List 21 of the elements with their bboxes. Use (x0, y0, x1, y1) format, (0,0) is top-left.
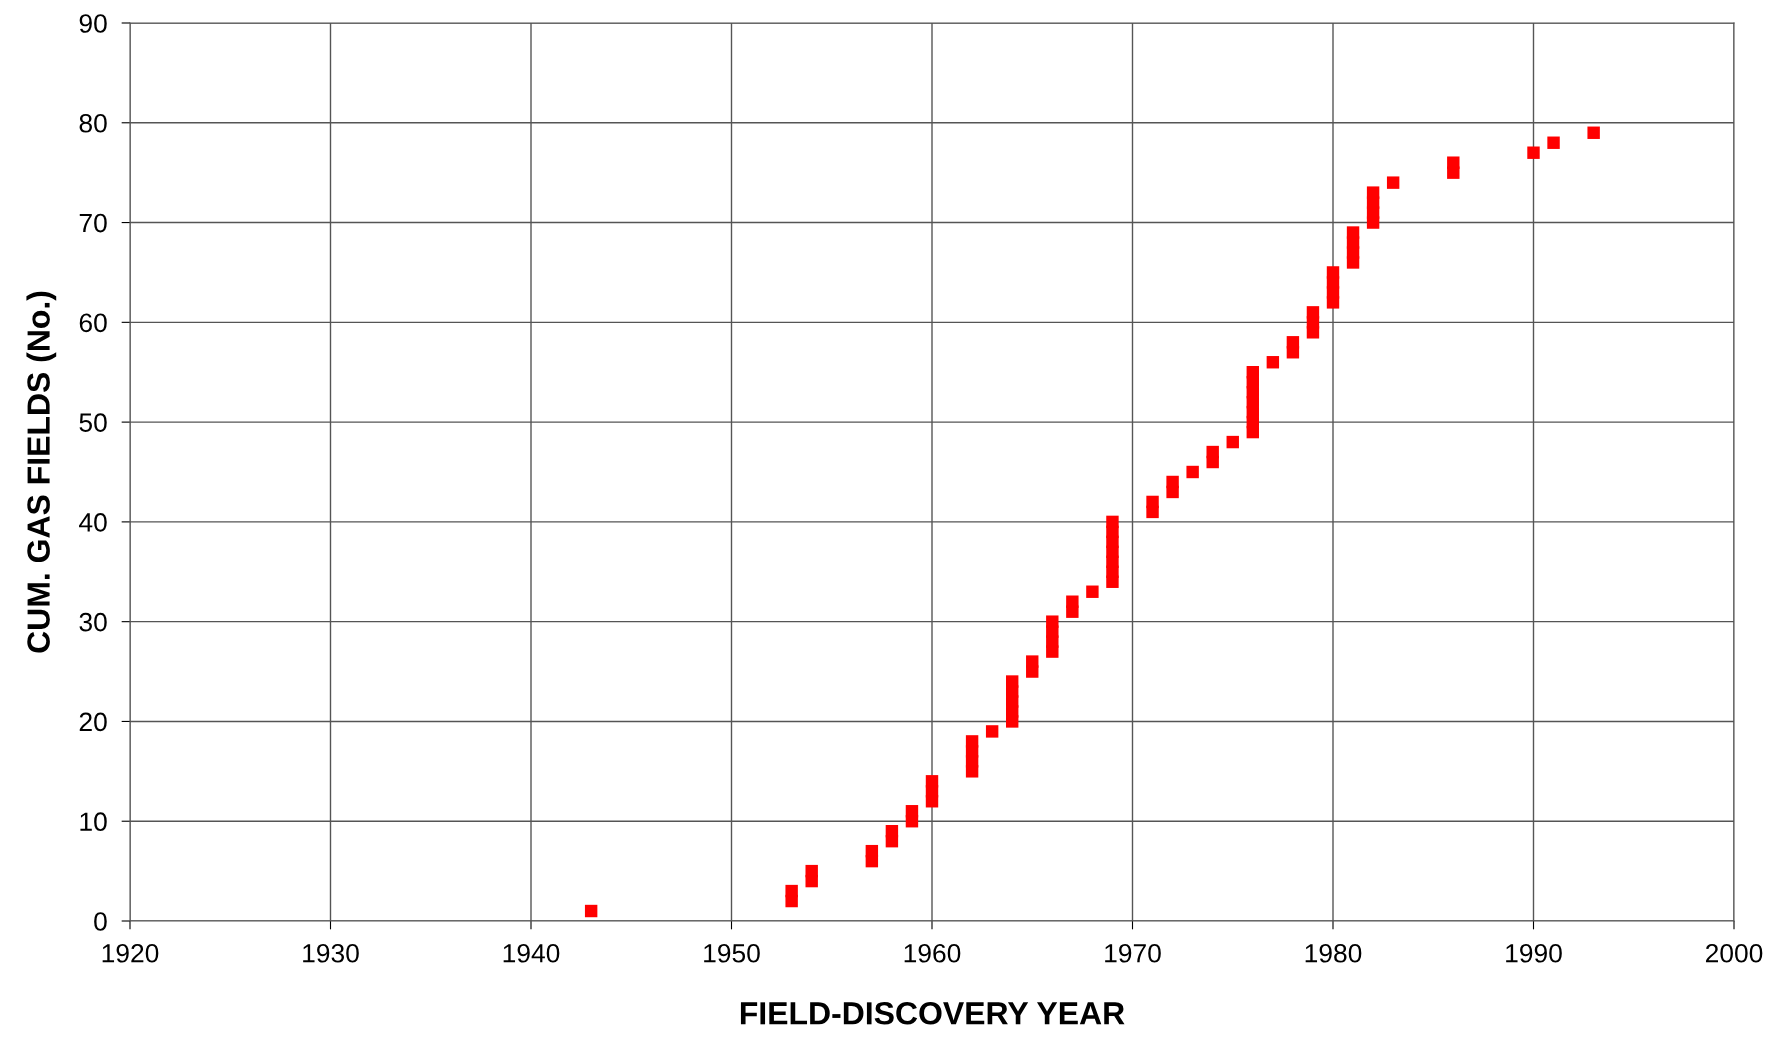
x-tick-label: 2000 (1705, 943, 1763, 963)
x-tick-label: 1960 (904, 943, 961, 963)
x-tick-label: 1930 (303, 943, 359, 963)
x-tick-label: 1920 (102, 943, 159, 963)
y-tick-label: 70 (79, 213, 107, 233)
y-tick-label: 30 (79, 612, 107, 632)
x-tick-label: 1970 (1105, 943, 1161, 963)
y-tick-label: 60 (79, 313, 107, 333)
x-tick-label: 1980 (1305, 943, 1362, 963)
y-tick-label: 20 (79, 712, 107, 732)
y-tick-label: 90 (79, 14, 107, 33)
y-tick-label: 40 (79, 513, 107, 532)
y-axis-title: CUM. GAS FIELDS (No.) (26, 291, 57, 653)
y-tick-label: 50 (79, 413, 107, 432)
x-tick-label: 1990 (1506, 943, 1562, 963)
x-tick-label: 1950 (704, 943, 760, 963)
x-axis-title: FIELD-DISCOVERY YEAR (740, 1002, 1125, 1025)
y-tick-label: 10 (80, 812, 107, 832)
y-tick-label: 80 (79, 113, 107, 133)
y-tick-label: 0 (94, 912, 107, 931)
x-tick-label: 1940 (503, 943, 560, 963)
